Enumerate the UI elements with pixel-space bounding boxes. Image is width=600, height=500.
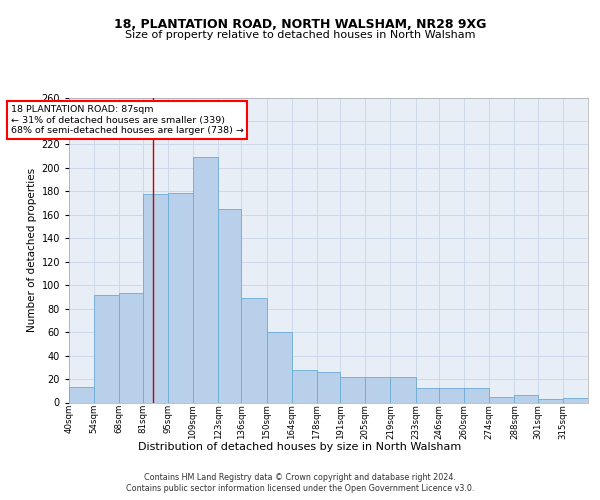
Text: Contains HM Land Registry data © Crown copyright and database right 2024.: Contains HM Land Registry data © Crown c… [144,472,456,482]
Bar [391,376,416,402]
Bar [538,399,563,402]
Y-axis label: Number of detached properties: Number of detached properties [27,168,37,332]
Bar [416,388,439,402]
Text: Size of property relative to detached houses in North Walsham: Size of property relative to detached ho… [125,30,475,40]
Bar [439,388,464,402]
Bar [266,332,292,402]
Text: Distribution of detached houses by size in North Walsham: Distribution of detached houses by size … [139,442,461,452]
Bar [119,294,143,403]
Bar [193,158,218,402]
Text: Contains public sector information licensed under the Open Government Licence v3: Contains public sector information licen… [126,484,474,493]
Bar [489,396,514,402]
Bar [292,370,317,402]
Bar [94,294,119,403]
Bar [218,209,241,402]
Bar [69,387,94,402]
Bar [168,192,193,402]
Bar [365,376,391,402]
Bar [317,372,340,402]
Text: 18, PLANTATION ROAD, NORTH WALSHAM, NR28 9XG: 18, PLANTATION ROAD, NORTH WALSHAM, NR28… [114,18,486,30]
Bar [241,298,266,403]
Text: 18 PLANTATION ROAD: 87sqm
← 31% of detached houses are smaller (339)
68% of semi: 18 PLANTATION ROAD: 87sqm ← 31% of detac… [11,105,244,135]
Bar [514,396,538,402]
Bar [563,398,588,402]
Bar [143,194,168,402]
Bar [340,376,365,402]
Bar [464,388,489,402]
